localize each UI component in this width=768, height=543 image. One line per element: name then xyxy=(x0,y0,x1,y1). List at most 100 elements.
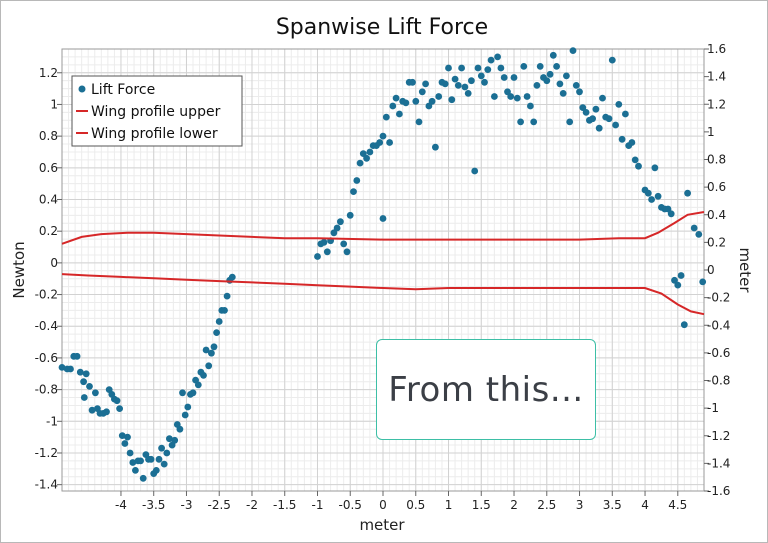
y-tick-label: -1 xyxy=(46,414,58,428)
y-tick-label: -0.4 xyxy=(35,319,58,333)
lift-force-point xyxy=(409,78,416,86)
y2-tick-label: 0.8 xyxy=(707,153,726,167)
lift-force-point xyxy=(605,115,613,123)
lift-force-point xyxy=(337,218,344,226)
series-line-wing-profile-lower xyxy=(61,273,705,316)
x-tick-label: -2 xyxy=(246,498,258,512)
y2-tick-label: 1 xyxy=(707,125,715,139)
y2-tick-label: -0.2 xyxy=(707,291,730,305)
lift-force-point xyxy=(92,389,99,397)
lift-force-point xyxy=(228,273,236,281)
lift-force-point xyxy=(158,444,166,452)
x-tick-label: 2 xyxy=(510,498,518,512)
y2-tick-label: 1.2 xyxy=(707,97,726,111)
y-tick-label: 0 xyxy=(50,256,58,270)
y2-tick-label: 0.2 xyxy=(707,235,726,249)
lift-force-point xyxy=(622,110,629,118)
lift-force-point xyxy=(396,110,403,118)
x-tick-label: 4.5 xyxy=(668,498,687,512)
lift-force-point xyxy=(484,66,492,73)
lift-force-point xyxy=(184,403,192,411)
lift-force-point xyxy=(176,425,184,433)
lift-force-point xyxy=(615,101,623,108)
y2-tick-label: 0.6 xyxy=(707,180,726,194)
lift-force-point xyxy=(181,411,189,419)
lift-force-point xyxy=(523,93,531,100)
lift-force-point xyxy=(205,362,213,370)
lift-force-point xyxy=(137,457,145,465)
lift-force-point xyxy=(88,406,96,414)
y-tick-label: 0.4 xyxy=(39,193,58,207)
lift-force-point xyxy=(582,109,590,116)
lift-force-point xyxy=(468,77,475,85)
lift-force-point xyxy=(392,94,400,102)
lift-force-point xyxy=(451,75,459,83)
lift-force-point xyxy=(58,364,66,371)
lift-force-point xyxy=(513,94,521,102)
lift-force-point xyxy=(549,51,557,59)
lift-force-point xyxy=(412,97,420,105)
lift-force-point xyxy=(132,467,139,474)
lift-force-point xyxy=(215,318,223,325)
lift-force-point xyxy=(363,154,370,162)
lift-force-point xyxy=(690,224,698,232)
lift-force-point xyxy=(448,96,456,104)
lift-force-point xyxy=(699,278,707,286)
lift-force-point xyxy=(618,135,626,143)
lift-force-point xyxy=(500,74,508,81)
lift-force-point xyxy=(320,238,328,246)
x-tick-label: 3 xyxy=(576,498,584,512)
lift-force-point xyxy=(382,113,390,121)
y-axis-title: Newton xyxy=(10,241,28,298)
lift-force-point xyxy=(121,440,129,447)
lift-force-point xyxy=(82,370,90,378)
x-tick-label: -1 xyxy=(312,498,324,512)
y-tick-label: -1.2 xyxy=(35,446,58,460)
lift-force-point xyxy=(147,455,155,463)
y-tick-label: 0.2 xyxy=(39,224,58,238)
y-tick-label: -0.8 xyxy=(35,383,58,397)
lift-force-point xyxy=(644,189,652,197)
y-axis-right: -1.6 -1.4 -1.2 -1 -0.8 -0.6 -0.4 -0.2 0 0.2 0.4 0.6… xyxy=(704,42,730,498)
lift-force-point xyxy=(435,93,443,100)
lift-force-point xyxy=(684,189,691,197)
lift-force-point xyxy=(343,248,351,256)
x-axis: -4 -3.5 -3 -2.5 -2 -1.5 -1 -0.5 0 0.5 1 1.5 2 2.5 3 3.5… xyxy=(115,491,687,512)
lift-force-point xyxy=(471,167,479,175)
x-tick-label: -2.5 xyxy=(208,498,231,512)
lift-force-point xyxy=(80,394,88,401)
lift-force-point xyxy=(445,64,452,72)
lift-force-point xyxy=(517,118,524,126)
lift-force-point xyxy=(576,88,583,96)
lift-force-point xyxy=(595,124,603,132)
lift-force-point xyxy=(223,292,231,300)
lift-force-point xyxy=(559,90,567,97)
lift-force-point xyxy=(569,47,577,54)
lift-force-point xyxy=(330,229,338,237)
lift-force-point xyxy=(487,56,495,64)
legend-label-wing-upper: Wing profile upper xyxy=(91,104,221,120)
lift-force-point xyxy=(340,240,348,248)
lift-force-point xyxy=(556,80,564,88)
lift-force-point xyxy=(73,352,81,360)
lift-force-point xyxy=(323,248,331,256)
lift-force-point xyxy=(379,132,387,140)
lift-force-point xyxy=(677,272,685,279)
lift-force-point xyxy=(208,349,215,357)
lift-force-point xyxy=(386,139,393,146)
lift-force-point xyxy=(533,82,541,89)
lift-force-point xyxy=(346,211,354,219)
x-tick-label: 1 xyxy=(445,498,453,512)
lift-force-point xyxy=(612,121,619,129)
lift-force-point xyxy=(458,64,465,72)
y2-tick-label: -1.4 xyxy=(707,456,730,470)
lift-force-point xyxy=(166,435,173,443)
y-axis-left: -1.4 -1.2 -1 -0.8 -0.6 -0.4 -0.2 0 0.2 0.4 0.6 0.8 1… xyxy=(35,66,62,492)
lift-force-point xyxy=(566,118,574,126)
lift-force-point xyxy=(510,74,518,81)
lift-force-point xyxy=(356,159,364,167)
lift-force-point xyxy=(163,449,171,457)
lift-force-point xyxy=(379,215,387,222)
x-tick-label: 4 xyxy=(641,498,649,512)
y-tick-label: -0.6 xyxy=(35,351,58,365)
